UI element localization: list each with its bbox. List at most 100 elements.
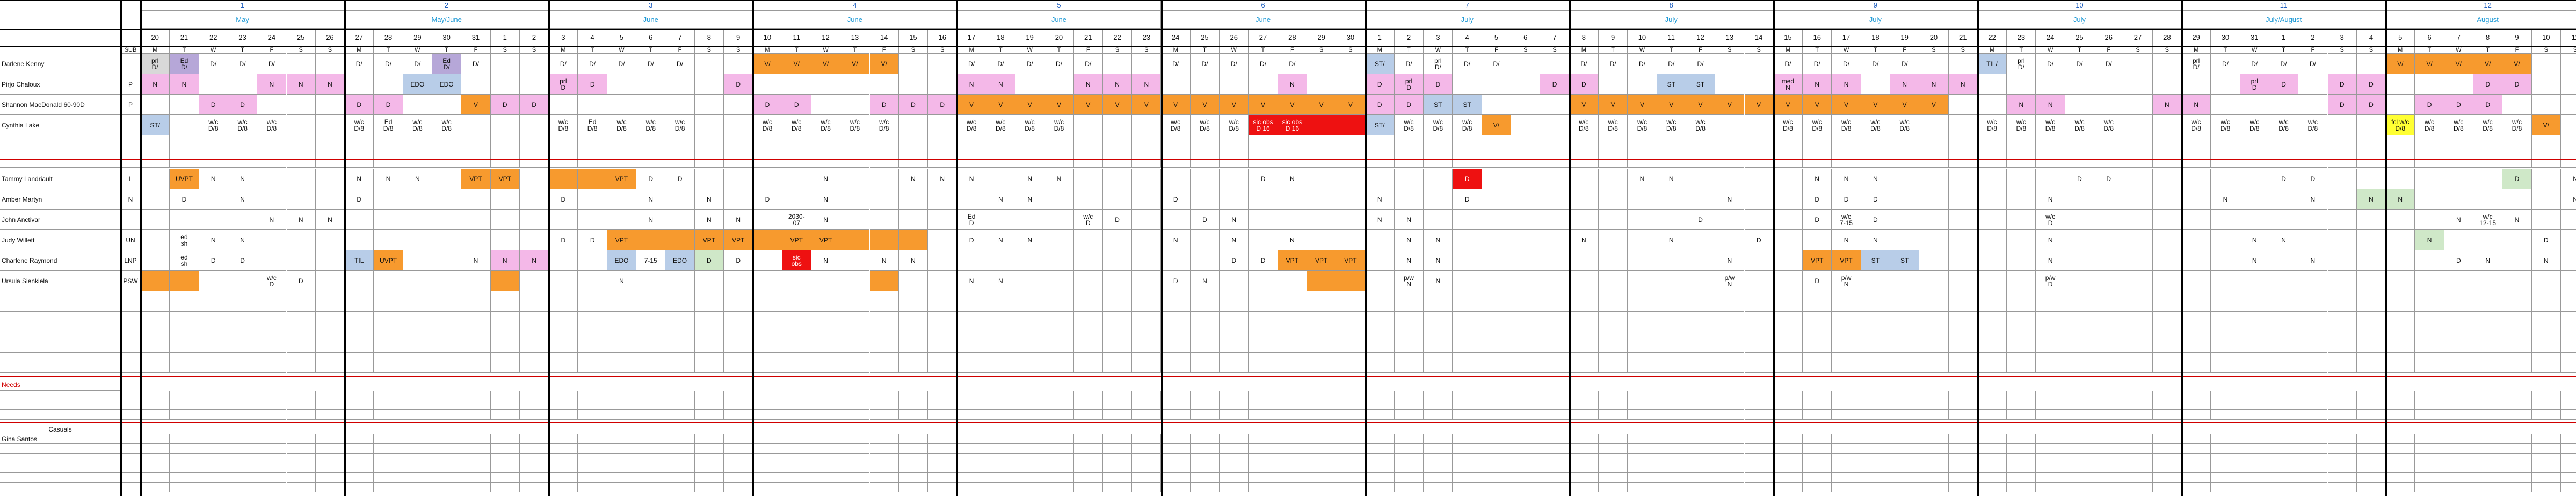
empty-cell[interactable] xyxy=(1394,312,1424,332)
empty-cell[interactable] xyxy=(1424,410,1453,420)
shift-cell[interactable] xyxy=(1715,74,1745,95)
empty-cell[interactable] xyxy=(345,135,374,168)
empty-cell[interactable] xyxy=(2415,454,2444,463)
empty-cell[interactable] xyxy=(636,391,666,400)
empty-cell[interactable] xyxy=(2211,444,2240,454)
empty-cell[interactable] xyxy=(490,434,520,444)
shift-cell[interactable]: prl D xyxy=(1394,74,1424,95)
shift-cell[interactable] xyxy=(2065,189,2095,210)
empty-cell[interactable] xyxy=(2094,135,2124,168)
shift-cell[interactable] xyxy=(636,95,666,115)
empty-cell[interactable] xyxy=(2327,353,2357,373)
empty-cell[interactable] xyxy=(1482,434,1512,444)
shift-cell[interactable] xyxy=(199,189,228,210)
shift-cell[interactable]: D/ xyxy=(607,54,637,74)
empty-cell[interactable] xyxy=(461,483,491,492)
shift-cell[interactable]: w/c D/8 xyxy=(1190,115,1220,135)
shift-cell[interactable] xyxy=(257,230,287,250)
empty-cell[interactable] xyxy=(199,312,228,332)
shift-cell[interactable] xyxy=(2094,230,2124,250)
shift-cell[interactable] xyxy=(1715,169,1745,189)
shift-cell[interactable] xyxy=(257,169,287,189)
empty-cell[interactable] xyxy=(869,332,899,353)
shift-cell[interactable]: D xyxy=(1744,230,1774,250)
empty-cell[interactable] xyxy=(869,391,899,400)
empty-cell[interactable] xyxy=(869,312,899,332)
empty-cell[interactable] xyxy=(141,454,170,463)
shift-cell[interactable]: D/ xyxy=(345,54,374,74)
empty-cell[interactable] xyxy=(1744,353,1774,373)
shift-cell[interactable] xyxy=(1365,250,1395,271)
empty-cell[interactable] xyxy=(1977,332,2007,353)
shift-cell[interactable] xyxy=(199,210,228,230)
empty-cell[interactable] xyxy=(2240,463,2269,473)
empty-cell[interactable] xyxy=(1190,483,1220,492)
empty-cell[interactable] xyxy=(2531,410,2561,420)
empty-cell[interactable] xyxy=(1686,312,1716,332)
empty-cell[interactable] xyxy=(2152,473,2182,483)
empty-cell[interactable] xyxy=(1307,483,1337,492)
empty-cell[interactable] xyxy=(1890,135,1920,168)
shift-cell[interactable] xyxy=(694,74,724,95)
empty-cell[interactable] xyxy=(461,454,491,463)
empty-cell[interactable] xyxy=(1599,135,1628,168)
empty-cell[interactable] xyxy=(519,454,549,463)
empty-cell[interactable] xyxy=(1569,410,1599,420)
shift-cell[interactable]: D/ xyxy=(1044,54,1074,74)
empty-cell[interactable] xyxy=(2152,483,2182,492)
empty-cell[interactable] xyxy=(1832,312,1861,332)
shift-cell[interactable] xyxy=(1073,230,1103,250)
empty-cell[interactable] xyxy=(694,400,724,410)
empty-cell[interactable] xyxy=(199,400,228,410)
empty-cell[interactable] xyxy=(1453,291,1482,312)
empty-cell[interactable] xyxy=(957,463,986,473)
shift-cell[interactable] xyxy=(1278,271,1307,291)
shift-cell[interactable] xyxy=(578,210,607,230)
empty-cell[interactable] xyxy=(811,332,841,353)
shift-cell[interactable] xyxy=(2007,169,2036,189)
shift-cell[interactable] xyxy=(898,210,928,230)
shift-cell[interactable] xyxy=(490,54,520,74)
shift-cell[interactable]: p/w N xyxy=(1715,271,1745,291)
empty-cell[interactable] xyxy=(1220,434,1249,444)
empty-cell[interactable] xyxy=(2152,410,2182,420)
shift-cell[interactable]: D xyxy=(1803,271,1832,291)
empty-cell[interactable] xyxy=(1249,434,1278,444)
empty-cell[interactable] xyxy=(2560,353,2576,373)
shift-cell[interactable]: V/ xyxy=(2531,115,2561,135)
shift-cell[interactable]: D xyxy=(2444,250,2473,271)
shift-cell[interactable]: N xyxy=(1657,169,1686,189)
empty-cell[interactable] xyxy=(782,135,811,168)
shift-cell[interactable] xyxy=(1686,189,1716,210)
empty-cell[interactable] xyxy=(898,410,928,420)
empty-cell[interactable] xyxy=(2415,312,2444,332)
shift-cell[interactable] xyxy=(1977,230,2007,250)
empty-cell[interactable] xyxy=(2327,463,2357,473)
empty-cell[interactable] xyxy=(141,353,170,373)
empty-cell[interactable] xyxy=(694,312,724,332)
shift-cell[interactable] xyxy=(1190,74,1220,95)
empty-cell[interactable] xyxy=(2473,353,2503,373)
empty-cell[interactable] xyxy=(753,353,782,373)
shift-cell[interactable]: D xyxy=(2502,169,2532,189)
empty-cell[interactable] xyxy=(2240,483,2269,492)
empty-cell[interactable] xyxy=(1249,332,1278,353)
empty-cell[interactable] xyxy=(1803,473,1832,483)
empty-cell[interactable] xyxy=(2356,291,2386,312)
empty-cell[interactable] xyxy=(1336,135,1366,168)
shift-cell[interactable]: ST/ xyxy=(1365,54,1395,74)
shift-cell[interactable]: D/ xyxy=(1482,54,1512,74)
empty-cell[interactable] xyxy=(519,332,549,353)
empty-cell[interactable] xyxy=(986,463,1015,473)
empty-cell[interactable] xyxy=(928,391,957,400)
empty-cell[interactable] xyxy=(1073,332,1103,353)
shift-cell[interactable] xyxy=(636,74,666,95)
empty-cell[interactable] xyxy=(2415,400,2444,410)
shift-cell[interactable] xyxy=(2473,169,2503,189)
shift-cell[interactable] xyxy=(1715,230,1745,250)
shift-cell[interactable] xyxy=(1073,250,1103,271)
empty-cell[interactable] xyxy=(2386,312,2415,332)
shift-cell[interactable]: ed sh xyxy=(170,230,199,250)
empty-cell[interactable] xyxy=(1482,483,1512,492)
shift-cell[interactable]: N xyxy=(986,74,1015,95)
